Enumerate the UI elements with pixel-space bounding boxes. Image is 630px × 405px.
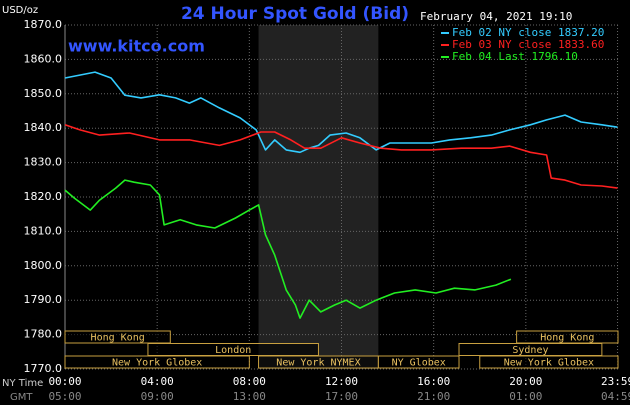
x-tick-label: 04:00 <box>141 375 174 388</box>
session-box <box>377 355 460 369</box>
x2-tick-label: 01:00 <box>509 390 542 403</box>
session-label: London <box>215 345 251 356</box>
session-label: Sydney <box>512 345 548 356</box>
y-tick-label: 1840.0 <box>24 121 63 134</box>
y-tick-label: 1820.0 <box>24 190 63 203</box>
x-tick-label: 20:00 <box>509 375 542 388</box>
session-box <box>64 355 250 369</box>
session-label: New York NYMEX <box>276 358 360 369</box>
session-label: New York Globex <box>504 358 594 369</box>
timestamp: February 04, 2021 19:10 <box>420 10 572 23</box>
x-tick-label: 00:00 <box>48 375 81 388</box>
x-tick-label: 23:59 <box>601 375 630 388</box>
y-tick-label: 1860.0 <box>24 52 63 65</box>
x2-axis-label: GMT <box>10 392 33 403</box>
x2-tick-label: 17:00 <box>325 390 358 403</box>
x2-tick-label: 13:00 <box>233 390 266 403</box>
x2-tick-label: 21:00 <box>417 390 450 403</box>
x-axis-label: NY Time <box>2 378 43 389</box>
y-tick-label: 1800.0 <box>24 259 63 272</box>
legend-label: Feb 02 NY close 1837.20 <box>452 26 604 39</box>
y-axis-label: USD/oz <box>2 5 38 16</box>
y-tick-label: 1790.0 <box>24 293 63 306</box>
series-line <box>64 124 618 189</box>
x2-tick-label: 05:00 <box>48 390 81 403</box>
series-line <box>64 71 618 154</box>
x2-tick-label: 09:00 <box>141 390 174 403</box>
legend-label: Feb 03 NY close 1833.60 <box>452 38 604 51</box>
session-label: New York Globex <box>112 358 202 369</box>
chart-title: 24 Hour Spot Gold (Bid) <box>181 4 409 24</box>
subtitle: www.kitco.com <box>68 37 205 56</box>
series-line <box>64 179 512 319</box>
x-tick-label: 08:00 <box>233 375 266 388</box>
session-label: Hong Kong <box>540 333 594 344</box>
y-tick-label: 1780.0 <box>24 328 63 341</box>
y-tick-label: 1850.0 <box>24 87 63 100</box>
y-tick-label: 1830.0 <box>24 156 63 169</box>
legend-label: Feb 04 Last 1796.10 <box>452 50 578 63</box>
session-box <box>479 355 619 369</box>
session-label: Hong Kong <box>91 333 145 344</box>
session-box <box>64 330 171 344</box>
y-tick-label: 1770.0 <box>24 362 63 375</box>
x-tick-label: 16:00 <box>417 375 450 388</box>
session-label: NY Globex <box>392 358 446 369</box>
y-tick-label: 1810.0 <box>24 224 63 237</box>
x-tick-label: 12:00 <box>325 375 358 388</box>
y-tick-label: 1870.0 <box>24 18 63 31</box>
x2-tick-label: 04:59 <box>601 390 630 403</box>
shaded-region <box>258 25 379 369</box>
